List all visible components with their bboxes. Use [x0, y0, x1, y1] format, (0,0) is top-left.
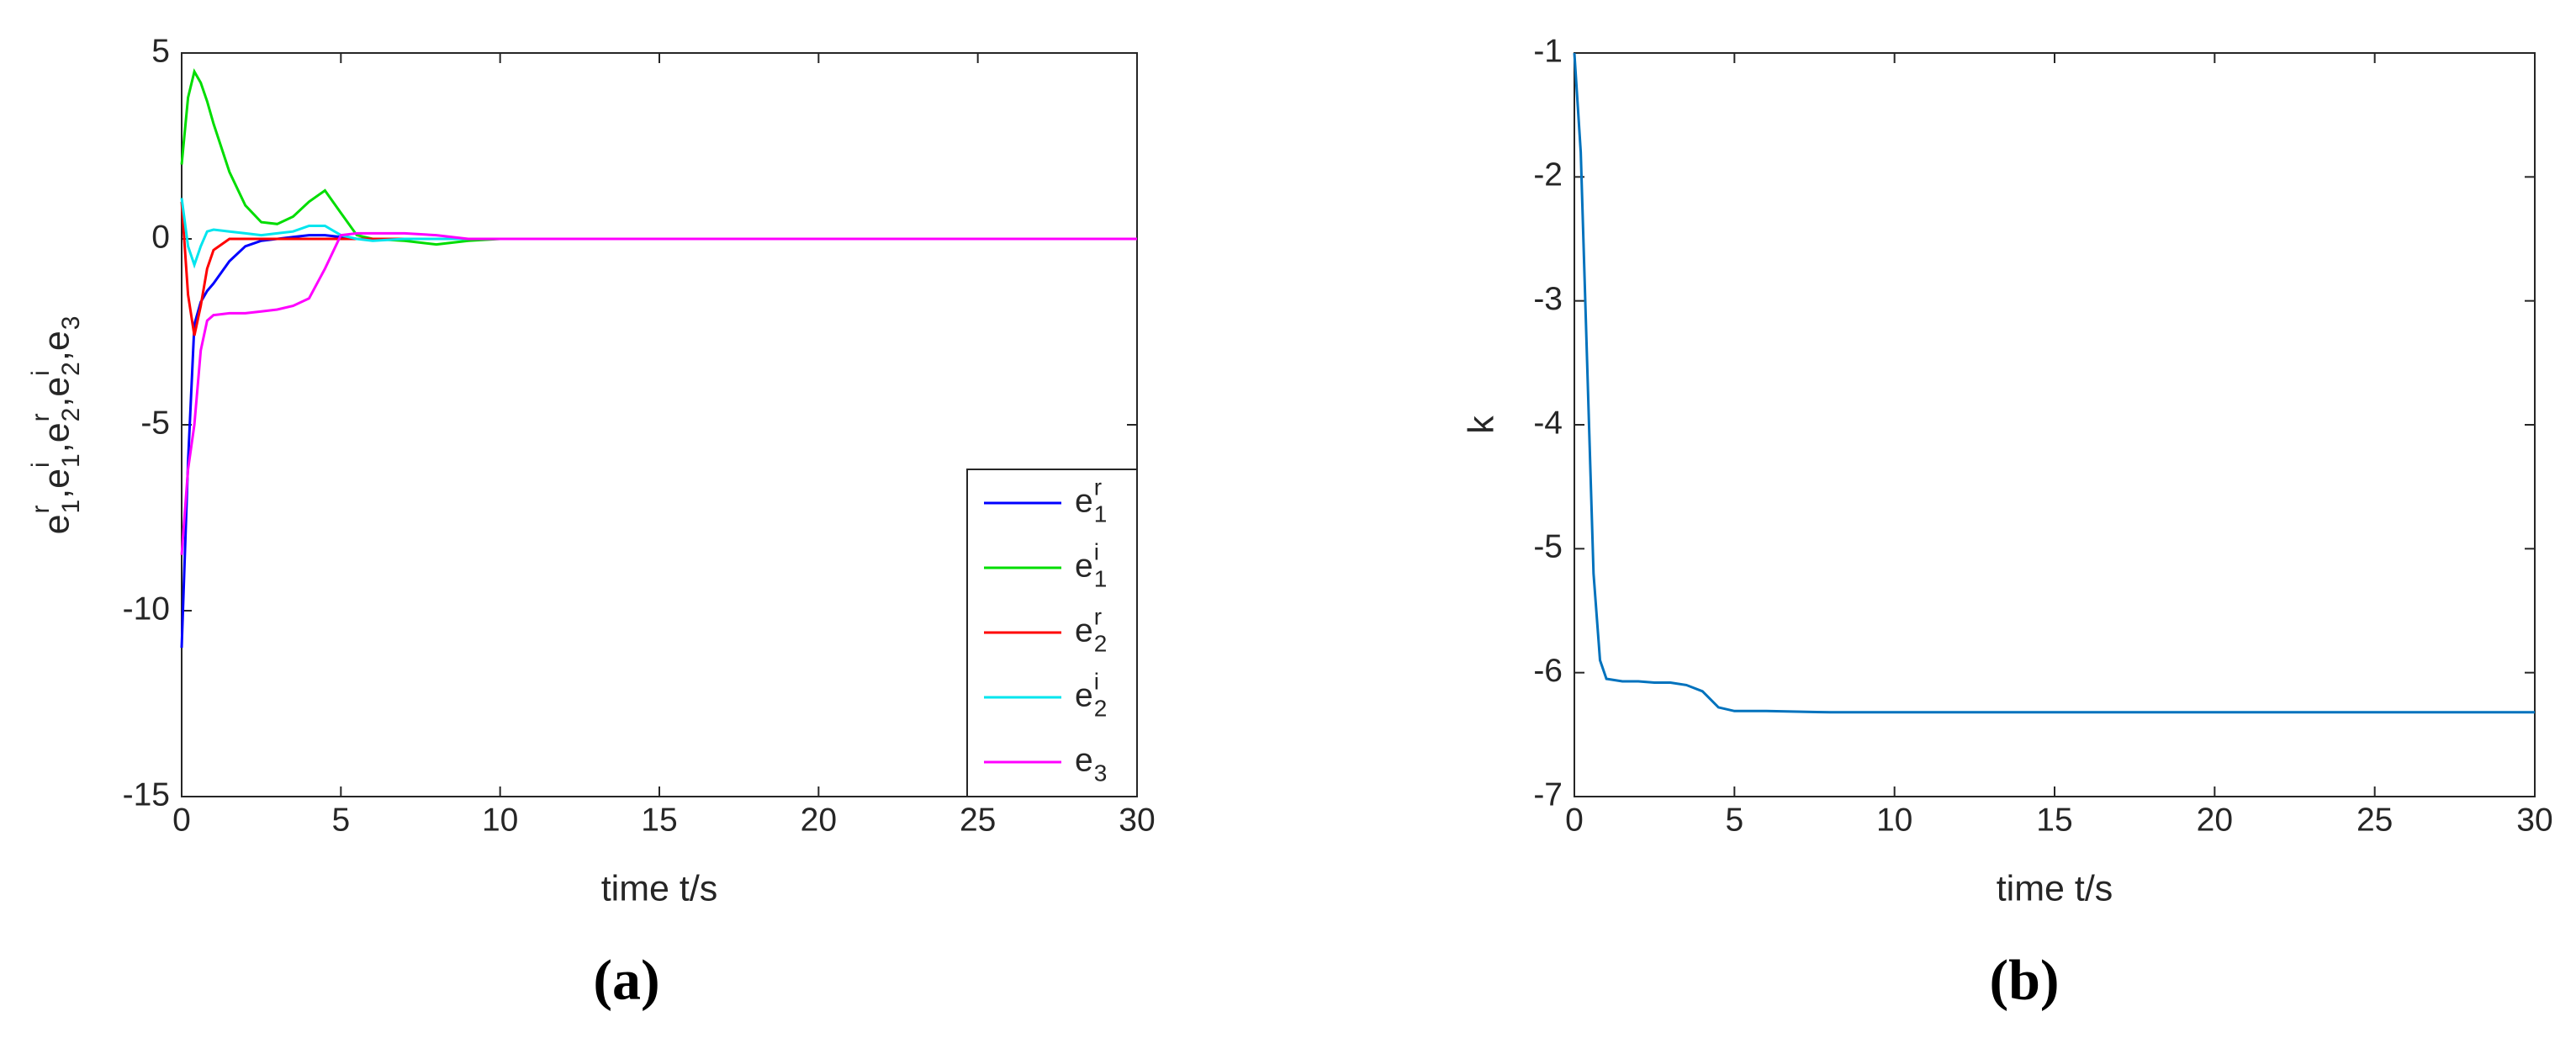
y-axis-label: k — [1461, 416, 1501, 434]
x-tick-label: 15 — [2036, 802, 2072, 838]
y-label-sup: i — [27, 462, 55, 468]
legend-label-sup: i — [1094, 668, 1099, 694]
y-label-sub: 2 — [57, 362, 85, 376]
legend-label-sub: 1 — [1094, 565, 1108, 591]
y-tick-label: 5 — [151, 33, 170, 69]
legend-label: e — [1075, 612, 1093, 649]
x-tick-label: 15 — [641, 802, 677, 838]
y-tick-label: -4 — [1533, 405, 1563, 441]
legend-label-sup: r — [1094, 474, 1102, 500]
caption: (a) — [593, 948, 659, 1012]
x-tick-label: 20 — [801, 802, 837, 838]
legend-label-sup: i — [1094, 538, 1099, 564]
series-line — [180, 68, 1137, 246]
legend-label: e — [1075, 548, 1093, 584]
y-label-sub: 1 — [57, 500, 85, 514]
legend-label-sub: 2 — [1094, 695, 1108, 721]
legend-label: e — [1075, 677, 1093, 713]
y-label-base: e — [36, 469, 77, 489]
y-label-base: e — [36, 377, 77, 397]
y-label-sub: 1 — [57, 453, 85, 468]
y-tick-label: -6 — [1533, 653, 1563, 689]
legend-label: e — [1075, 742, 1093, 778]
x-tick-label: 20 — [2197, 802, 2233, 838]
legend-label: e — [1075, 483, 1093, 519]
y-label-base: e — [36, 331, 77, 351]
y-label-sub: 2 — [57, 408, 85, 422]
y-label-base: e — [36, 422, 77, 442]
y-label-separator: , — [36, 351, 77, 361]
y-tick-label: 0 — [151, 219, 170, 255]
x-tick-label: 10 — [1876, 802, 1912, 838]
legend-label-sub: 2 — [1094, 630, 1108, 656]
y-label-base: e — [36, 515, 77, 535]
legend-label-sub: 1 — [1094, 500, 1108, 527]
y-tick-label: -3 — [1533, 281, 1563, 317]
series-line — [180, 231, 1137, 555]
y-label-sup: i — [27, 370, 55, 376]
y-label-separator: , — [36, 442, 77, 453]
caption: (b) — [1989, 948, 2059, 1012]
x-tick-label: 0 — [172, 802, 191, 838]
x-axis-label: time t/s — [1997, 868, 2113, 908]
y-tick-label: -5 — [140, 405, 170, 441]
x-tick-label: 30 — [2516, 802, 2552, 838]
legend-label-sup: r — [1094, 603, 1102, 629]
x-tick-label: 10 — [482, 802, 518, 838]
x-tick-label: 25 — [960, 802, 996, 838]
y-tick-label: -5 — [1533, 529, 1563, 565]
x-axis-label: time t/s — [601, 868, 718, 908]
series-line — [180, 198, 1137, 269]
y-tick-label: -1 — [1533, 33, 1563, 69]
y-tick-label: -10 — [123, 590, 170, 627]
x-tick-label: 5 — [1725, 802, 1743, 838]
y-label-separator: , — [36, 397, 77, 407]
x-tick-label: 25 — [2356, 802, 2393, 838]
legend-label-sub: 3 — [1094, 760, 1108, 786]
y-label-sup: r — [27, 413, 55, 421]
y-label-sub: 3 — [57, 316, 85, 331]
x-tick-label: 0 — [1565, 802, 1584, 838]
x-tick-label: 5 — [331, 802, 350, 838]
y-axis-label: er 1,ei 1,er 2,ei 2,e3 — [27, 316, 85, 535]
x-tick-label: 30 — [1119, 802, 1155, 838]
y-label-separator: , — [36, 489, 77, 499]
y-tick-label: -2 — [1533, 157, 1563, 193]
y-label-sup: r — [27, 506, 55, 514]
legend: e r1e i1e r2e i2e 3 — [966, 469, 1138, 797]
axes-box — [1574, 52, 2536, 797]
y-tick-label: -15 — [123, 776, 170, 813]
panel: 0 5 10 15 20 25 30 -7 -6 -5 -4 -3 -2 -1 time t/s (b) k — [1461, 33, 2552, 1011]
y-tick-label: -7 — [1533, 776, 1563, 813]
series-line — [1573, 52, 2535, 714]
